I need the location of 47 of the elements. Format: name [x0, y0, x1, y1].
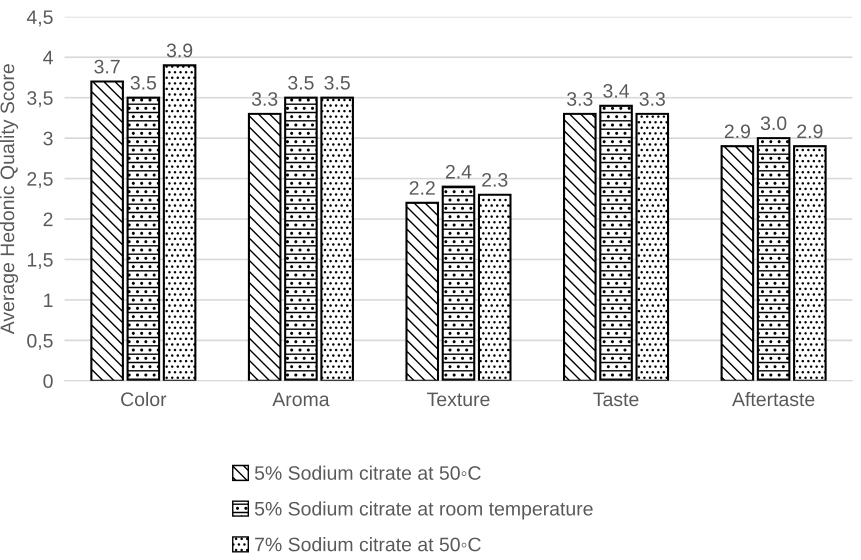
data-label: 3.3 [252, 92, 278, 106]
legend-label: 7% Sodium citrate at 50◦C [255, 537, 481, 552]
data-label: 3.0 [760, 116, 786, 130]
data-label: 3.5 [130, 76, 156, 90]
bar [478, 194, 512, 381]
data-label: 2.4 [446, 164, 472, 178]
x-tick-label: Texture [427, 392, 490, 406]
bar [563, 112, 597, 381]
data-label: 2.3 [482, 172, 508, 187]
y-tick-label: 4 [43, 50, 53, 64]
bar [284, 96, 318, 381]
y-tick-label: 4,5 [26, 10, 53, 26]
data-label: 3.3 [567, 92, 592, 106]
data-label: 3.5 [324, 76, 350, 90]
bar [162, 64, 196, 381]
data-label: 3.7 [94, 60, 120, 74]
y-axis-title: Average Hedonic Quality Score [0, 64, 18, 334]
y-tick-label: 3 [43, 132, 53, 146]
data-label: 2.9 [797, 124, 822, 138]
bar [90, 80, 124, 381]
x-tick-label: Aftertaste [732, 392, 814, 406]
data-label: 3.3 [640, 92, 665, 106]
x-tick-label: Color [121, 392, 166, 406]
y-tick-label: 0 [43, 374, 53, 388]
data-label: 3.9 [166, 44, 192, 58]
y-tick-label: 1 [44, 294, 53, 307]
y-tick-label: 0,5 [27, 334, 53, 350]
data-label: 3.4 [603, 84, 629, 98]
bar [405, 202, 440, 381]
y-tick-label: 3,5 [27, 91, 53, 108]
bar [793, 145, 827, 381]
y-tick-label: 2,5 [27, 172, 53, 188]
bar [442, 186, 476, 381]
y-tick-label: 2 [44, 212, 52, 226]
bar [126, 96, 160, 381]
legend-label: 5% Sodium citrate at room temperature [254, 501, 593, 520]
data-label: 2.2 [410, 181, 435, 195]
bar [599, 104, 633, 381]
y-tick-label: 1,5 [28, 253, 53, 269]
bar [248, 112, 282, 381]
bar [320, 96, 354, 381]
x-tick-label: Aroma [272, 392, 330, 406]
bar [635, 112, 670, 381]
x-tick-label: Taste [593, 392, 638, 406]
data-label: 2.9 [724, 124, 750, 138]
data-label: 3.5 [288, 76, 314, 90]
legend-label: 5% Sodium citrate at 50◦C [254, 466, 481, 480]
